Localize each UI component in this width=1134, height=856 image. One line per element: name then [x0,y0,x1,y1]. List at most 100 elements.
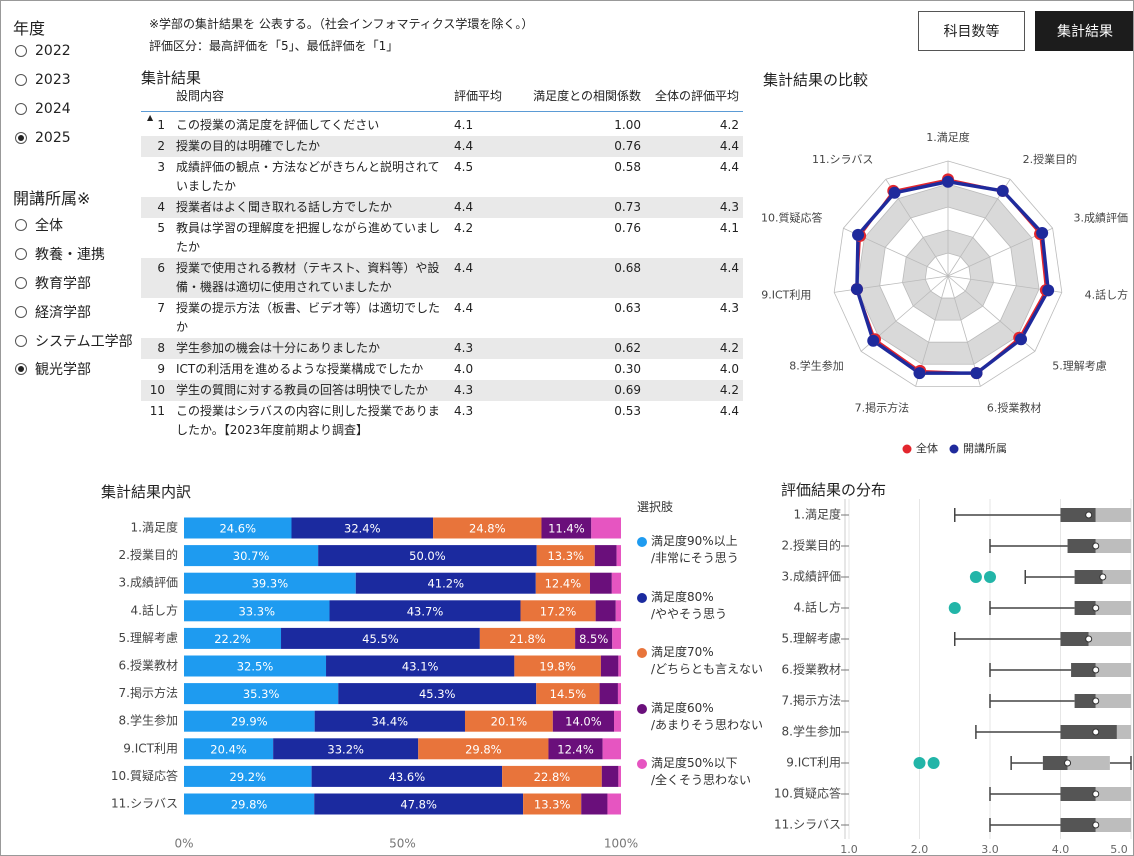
bar-segment [184,545,319,567]
radio-button[interactable] [15,132,27,144]
mean-marker [1064,759,1072,767]
data-label: 32.5% [237,660,274,674]
table-row: 5 教員は学習の理解度を把握しながら進めていましたか 4.2 0.76 4.1 [141,218,743,258]
bar-segment [273,738,419,760]
outlier [927,757,940,769]
bar-segment [615,600,621,622]
table-row: 6 授業で使用される教材（テキスト、資料等）や設備・機器は適切に使用されていました… [141,258,743,298]
y-tick-label: 10.質疑応答 [774,786,841,801]
tab-button[interactable]: 科目数等 [918,11,1025,51]
data-label: 29.2% [230,770,267,784]
y-tick-label: 4.話し方 [794,600,841,615]
box-lower [1060,787,1096,801]
radar-axis-label: 11.シラバス [812,153,873,166]
bar-segment [618,655,621,677]
radar-axis-label: 4.話し方 [1085,288,1129,302]
box-upper [1067,756,1110,770]
bar-segment [418,738,549,760]
legend-label: 満足度80% /ややそう思う [651,589,728,621]
radio-option[interactable]: システム工学部 [15,331,133,351]
y-tick-label: 9.ICT利用 [786,756,841,770]
overall-avg: 4.3 [719,301,739,315]
box-lower [1060,725,1117,739]
radio-option[interactable]: 2022 [15,43,71,59]
bar-segment [502,765,602,787]
correlation: 0.62 [614,341,641,355]
radio-button[interactable] [15,363,27,375]
box-upper [1095,508,1131,522]
radio-button[interactable] [15,219,27,231]
data-label: 21.8% [509,632,546,646]
bar-segment [548,738,603,760]
radar-axis-label: 1.満足度 [926,130,970,144]
bar-segment [514,655,601,677]
radio-option[interactable]: 経済学部 [15,302,91,322]
x-tick-label: 1.0 [840,843,858,855]
question-text: 授業の目的は明確でしたか [176,139,321,153]
avg-score: 4.4 [454,200,474,214]
data-label: 39.3% [252,577,289,591]
overall-avg: 4.4 [719,261,739,275]
mean-marker [1092,790,1100,798]
bar-segment [281,627,480,649]
radio-button[interactable] [15,74,27,86]
radio-label: 2022 [35,43,71,59]
radio-button[interactable] [15,248,27,260]
x-tick-label: 100% [604,837,638,851]
results-table: 設問内容 評価平均 満足度との相関係数 全体の評価平均 1 この授業の満足度を評価してくだ… [141,87,743,447]
radio-button[interactable] [15,45,27,57]
legend-marker [637,648,647,658]
mean-marker [1092,542,1100,550]
box-lower [1060,632,1089,646]
radio-option[interactable]: 2023 [15,72,71,88]
y-tick-label: 7.掲示方法 [782,693,841,708]
legend-marker [949,444,959,454]
radio-button[interactable] [15,335,27,347]
avg-score: 4.1 [454,118,474,132]
row-number: 10 [149,383,165,397]
data-label: 47.8% [400,798,437,812]
tab-button[interactable]: 集計結果 [1035,11,1133,51]
bar-segment [311,765,503,787]
legend-marker [637,703,647,714]
bar-segment [616,545,621,567]
radio-option[interactable]: 全体 [15,215,63,235]
bar-segment [602,738,621,760]
avg-score: 4.3 [454,383,474,397]
radio-button[interactable] [15,103,27,115]
table-row: 10 学生の質問に対する教員の回答は明快でしたか 4.3 0.69 4.2 [141,380,743,401]
bar-segment [184,765,312,787]
box-lower [1074,694,1096,708]
question-text: 学生参加の機会は十分にありましたか [176,341,381,355]
correlation: 0.69 [614,383,641,397]
x-tick-label: 0% [174,837,193,851]
overall-avg: 4.2 [719,341,739,355]
outlier [948,602,961,614]
avg-score: 4.4 [454,301,474,315]
radio-label: 経済学部 [35,305,91,321]
radar-point [888,186,901,199]
bar-segment [581,793,608,815]
radio-option[interactable]: 教育学部 [15,273,91,293]
table-row: 4 授業者はよく聞き取れる話し方でしたか 4.4 0.73 4.3 [141,197,743,218]
radio-button[interactable] [15,277,27,289]
data-label: 22.8% [534,770,571,784]
data-label: 13.3% [547,549,584,563]
radio-button[interactable] [15,306,27,318]
bar-segment [338,683,537,705]
radio-option[interactable]: 2025 [15,130,71,146]
bar-segment [184,738,274,760]
table-title: 集計結果 [141,69,202,87]
radio-option[interactable]: 教養・連携 [15,244,105,264]
bar-segment [184,572,356,594]
box-upper [1095,663,1131,677]
bar-segment [612,627,621,649]
legend-marker [637,592,647,603]
data-label: 30.7% [233,549,270,563]
bar-segment [599,683,618,705]
radio-option[interactable]: 観光学部 [15,359,91,379]
data-label: 45.3% [419,687,456,701]
box-lower [1060,508,1096,522]
radio-option[interactable]: 2024 [15,101,71,117]
